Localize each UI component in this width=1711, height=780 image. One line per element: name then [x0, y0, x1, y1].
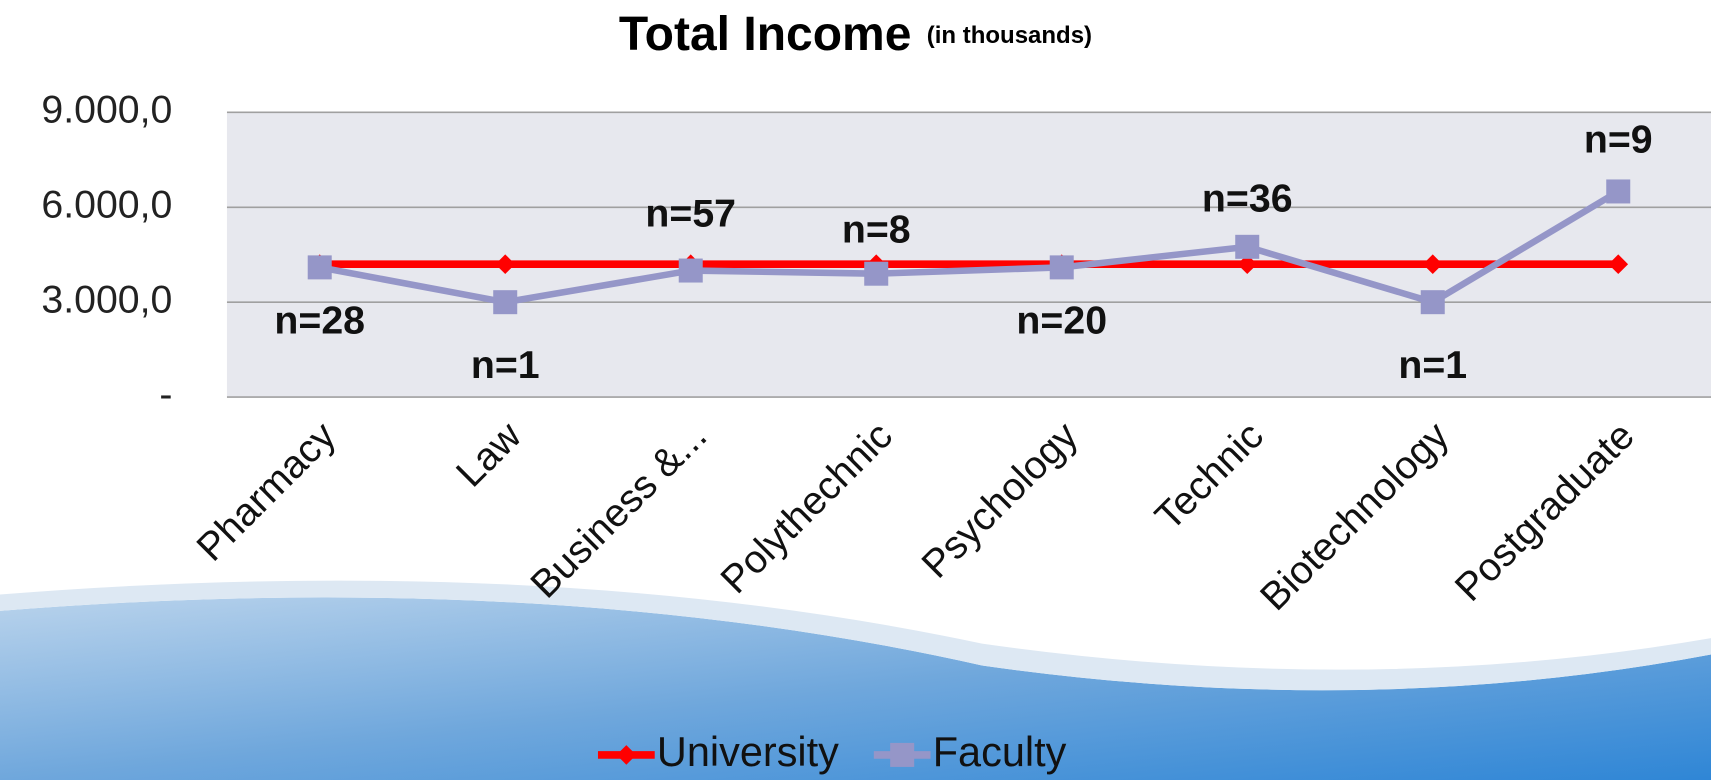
data-annotation: n=1 — [471, 343, 540, 387]
data-annotation: n=36 — [1202, 176, 1293, 220]
x-tick-label: Biotechnology — [1252, 413, 1458, 619]
chart-title: Total Income (in thousands) — [619, 8, 1092, 61]
data-annotation: n=28 — [274, 298, 365, 342]
legend-label: University — [657, 728, 839, 775]
plot-area — [227, 112, 1711, 397]
legend-label: Faculty — [933, 728, 1067, 775]
point-marker — [308, 255, 332, 279]
y-tick-label: 9.000,0 — [41, 88, 172, 132]
y-tick-label: - — [159, 372, 172, 416]
point-marker — [679, 259, 703, 283]
page: Total Income (in thousands) - 3.000,0 6.000… — [0, 0, 1711, 780]
point-marker — [1606, 179, 1630, 203]
data-annotation: n=1 — [1398, 343, 1467, 387]
y-tick-label: 6.000,0 — [41, 183, 172, 227]
data-annotation: n=9 — [1584, 118, 1653, 162]
legend-marker — [890, 743, 914, 767]
title-sub: (in thousands) — [927, 22, 1092, 49]
point-marker — [1235, 235, 1259, 259]
x-tick-label: Law — [448, 413, 531, 495]
data-annotation: n=20 — [1016, 298, 1107, 342]
point-marker — [493, 290, 517, 314]
data-annotation: n=57 — [645, 191, 736, 235]
chart: Total Income (in thousands) - 3.000,0 6.000… — [0, 0, 1711, 780]
title-main: Total Income — [619, 8, 912, 61]
data-annotation: n=8 — [842, 208, 911, 252]
x-tick-label: Business &... — [522, 413, 715, 606]
y-tick-label: 3.000,0 — [41, 278, 172, 322]
x-tick-label: Postgraduate — [1447, 413, 1643, 609]
point-marker — [864, 262, 888, 286]
x-tick-label: Polythechnic — [712, 413, 901, 602]
point-marker — [1421, 290, 1445, 314]
point-marker — [1050, 255, 1074, 279]
x-tick-label: Technic — [1147, 413, 1272, 538]
x-tick-label: Pharmacy — [188, 413, 344, 569]
x-tick-label: Psychology — [913, 413, 1086, 586]
